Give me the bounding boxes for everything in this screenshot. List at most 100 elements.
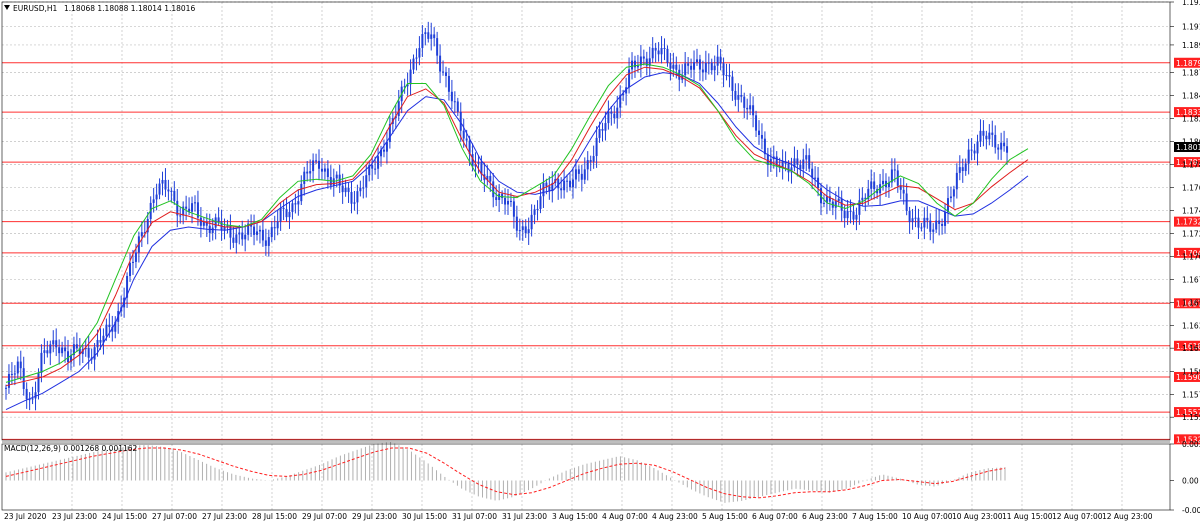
candle-body xyxy=(775,156,778,166)
candle-body xyxy=(453,101,456,103)
candle-body xyxy=(318,160,321,169)
candle-body xyxy=(347,187,350,193)
candle-body xyxy=(666,48,669,63)
candle-body xyxy=(273,227,276,229)
level-label: 1.15900 xyxy=(1176,373,1200,382)
candle-body xyxy=(698,59,701,70)
candle-body xyxy=(616,107,619,119)
candle-body xyxy=(424,32,427,35)
candle-body xyxy=(569,180,572,188)
candle-body xyxy=(264,240,267,246)
candle-body xyxy=(341,185,344,193)
candle-body xyxy=(911,218,914,223)
candle-body xyxy=(193,202,196,204)
candle-body xyxy=(843,210,846,219)
candle-body xyxy=(893,169,896,171)
candle-body xyxy=(214,217,217,228)
candle-body xyxy=(793,158,796,168)
candle-body xyxy=(261,229,264,241)
triangle-down-icon[interactable] xyxy=(4,5,10,10)
candle-body xyxy=(837,198,840,202)
candle-body xyxy=(713,65,716,71)
candle-body xyxy=(368,165,371,176)
candle-body xyxy=(359,187,362,192)
candle-body xyxy=(34,392,37,399)
candle-body xyxy=(288,211,291,218)
macd-pane-border xyxy=(1,443,1171,511)
candle-body xyxy=(787,163,790,173)
candle-body xyxy=(87,347,90,358)
candle-body xyxy=(161,179,164,184)
candle-body xyxy=(486,175,489,181)
time-axis-label: 6 Aug 23:00 xyxy=(802,512,848,521)
candle-body xyxy=(707,62,710,64)
candle-body xyxy=(465,138,468,141)
candle-body xyxy=(114,321,117,332)
candle-body xyxy=(902,189,905,194)
price-axis-label: 1.17645 xyxy=(1182,183,1200,192)
candle-body xyxy=(607,111,610,124)
candle-body xyxy=(929,220,932,232)
candle-body xyxy=(864,197,867,200)
candle-body xyxy=(669,62,672,69)
candle-body xyxy=(129,262,132,277)
candle-body xyxy=(72,344,75,356)
candle-body xyxy=(108,324,111,327)
candle-body xyxy=(415,57,418,59)
price-axis-label: 1.17220 xyxy=(1182,229,1200,238)
candle-body xyxy=(418,48,421,58)
candle-body xyxy=(536,208,539,210)
level-label-box xyxy=(1174,107,1200,118)
candle-body xyxy=(226,225,229,227)
candle-body xyxy=(899,185,902,190)
candle-body xyxy=(199,217,202,226)
candle-body xyxy=(822,202,825,204)
candle-body xyxy=(849,210,852,212)
macd-signal-line xyxy=(5,447,1006,499)
level-label: 1.16578 xyxy=(1176,299,1200,308)
candle-body xyxy=(99,339,102,343)
candle-body xyxy=(997,147,1000,150)
candle-body xyxy=(994,134,997,148)
candle-body xyxy=(896,170,899,186)
candle-body xyxy=(474,163,477,167)
candle-body xyxy=(985,135,988,140)
candle-body xyxy=(722,63,725,76)
time-axis-label: 29 Jul 07:00 xyxy=(302,512,347,521)
candle-body xyxy=(362,187,365,189)
price-candles xyxy=(5,21,1009,411)
price-axis-label: 1.16795 xyxy=(1182,276,1200,285)
candle-body xyxy=(394,116,397,119)
candle-body xyxy=(235,234,238,243)
candle-body xyxy=(61,347,64,354)
grid-lines xyxy=(2,1,1170,510)
price-axis-label: 1.18700 xyxy=(1182,69,1200,78)
candle-body xyxy=(439,55,442,72)
candle-body xyxy=(955,172,958,190)
candle-body xyxy=(834,201,837,208)
current-price-label-box xyxy=(1174,141,1200,152)
candle-body xyxy=(468,140,471,155)
candle-body xyxy=(371,165,374,169)
candle-body xyxy=(964,163,967,172)
candle-body xyxy=(279,207,282,222)
candle-body xyxy=(241,232,244,240)
candle-body xyxy=(577,169,580,174)
candle-body xyxy=(320,168,323,172)
candle-body xyxy=(808,155,811,169)
candle-body xyxy=(205,222,208,226)
candle-body xyxy=(477,162,480,164)
candle-body xyxy=(524,226,527,234)
candle-body xyxy=(645,58,648,66)
candle-body xyxy=(825,196,828,203)
candle-body xyxy=(427,32,430,39)
candle-body xyxy=(335,174,338,179)
candle-body xyxy=(840,198,843,211)
level-label-box xyxy=(1174,340,1200,351)
candle-body xyxy=(855,214,858,220)
candle-body xyxy=(604,123,607,131)
candle-body xyxy=(938,220,941,224)
